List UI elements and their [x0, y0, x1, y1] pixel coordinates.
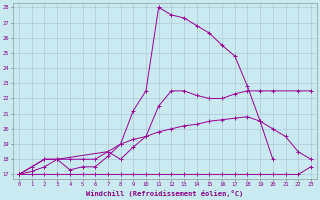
X-axis label: Windchill (Refroidissement éolien,°C): Windchill (Refroidissement éolien,°C)	[86, 190, 244, 197]
